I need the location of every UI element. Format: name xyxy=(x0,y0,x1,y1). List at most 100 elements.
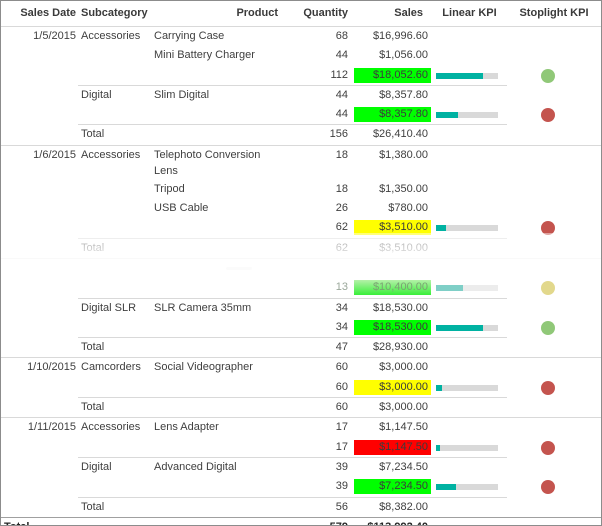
subcategory-cell xyxy=(78,180,151,199)
faded-artifact xyxy=(226,266,252,270)
subcategory-cell: Accessories xyxy=(81,30,141,42)
sales-cell: $1,056.00 xyxy=(379,49,428,62)
sales-cell: $113,992.40 xyxy=(351,516,432,525)
linear-kpi-cell xyxy=(432,318,507,338)
stoplight-red-icon xyxy=(541,440,555,455)
subcategory-cell xyxy=(78,477,151,497)
subcategory-cell: Total xyxy=(78,237,151,259)
product-cell: Advanced Digital xyxy=(151,456,286,478)
total-row: Total 62 $3,510.00 xyxy=(1,237,601,259)
sales-cell: $10,400.00 xyxy=(351,278,432,298)
quantity-cell: 39 xyxy=(286,456,351,478)
linear-kpi-cell xyxy=(432,516,507,525)
sales-date-cell xyxy=(1,199,78,218)
subcategory-cell: Accessories xyxy=(78,417,151,438)
table-row: Digital SLR SLR Camera 35mm 34 $18,530.00 xyxy=(1,297,601,318)
sales-cell: $7,234.50 xyxy=(351,456,432,478)
subcategory-cell xyxy=(78,199,151,218)
quantity-cell: 156 xyxy=(286,124,351,146)
sales-kpi-highlight: $18,052.60 xyxy=(354,67,431,83)
total-row: Total 47 $28,930.00 xyxy=(1,337,601,358)
linear-kpi-cell xyxy=(432,257,507,279)
sales-date-cell: 1/11/2015 xyxy=(1,417,78,438)
quantity-cell: 26 xyxy=(335,202,348,215)
product-cell: Lens Adapter xyxy=(151,417,286,438)
product-cell: Telephoto Conversion Lens xyxy=(151,144,286,180)
linear-kpi-cell xyxy=(432,105,507,125)
total-row: Total 56 $8,382.00 xyxy=(1,496,601,518)
product-cell xyxy=(151,337,286,358)
subcategory-cell: Total xyxy=(78,337,151,358)
linear-kpi-cell xyxy=(432,496,507,518)
sales-date-cell xyxy=(1,438,78,458)
sales-date-cell xyxy=(1,457,78,477)
table-row: 1/5/2015 Accessories Carrying Case 68 $16,99… xyxy=(1,27,601,47)
linear-kpi-cell xyxy=(432,46,507,65)
quantity-cell: 579 xyxy=(286,516,351,525)
sales-date-cell xyxy=(1,398,78,418)
product-cell: SLR Camera 35mm xyxy=(151,297,286,318)
sales-cell: $3,000.00 xyxy=(351,357,432,378)
linear-kpi-bar xyxy=(436,225,498,232)
linear-kpi-fill xyxy=(436,112,458,119)
linear-kpi-cell xyxy=(432,438,507,458)
sales-date-cell: Total xyxy=(1,516,78,525)
table-row: Mini Battery Charger 44 $1,056.00 xyxy=(1,46,601,65)
linear-kpi-bar xyxy=(436,324,498,331)
product-cell xyxy=(151,66,286,86)
linear-kpi-cell xyxy=(432,297,507,318)
sales-date-cell xyxy=(1,180,78,199)
stoplight-kpi-cell xyxy=(507,417,601,438)
sales-cell: $8,357.80 xyxy=(351,105,432,125)
product-cell xyxy=(151,257,286,279)
stoplight-kpi-cell xyxy=(507,497,601,517)
subtotal-row: 62 $3,510.00 xyxy=(1,218,601,238)
header-row: Sales Date Subcategory Product Quantity … xyxy=(1,1,601,27)
table-row: 1/10/2015 Camcorders Social Videographer 60… xyxy=(1,357,601,378)
quantity-cell: 62 xyxy=(335,221,348,234)
stoplight-yellow-icon xyxy=(541,281,555,296)
stoplight-kpi-cell xyxy=(507,357,601,378)
table-row: Digital Slim Digital 44 $8,357.80 xyxy=(1,84,601,106)
subcategory-cell: Camcorders xyxy=(78,357,151,378)
sales-date-cell xyxy=(1,257,78,279)
header-product: Product xyxy=(151,1,286,27)
header-linear-kpi: Linear KPI xyxy=(432,1,507,27)
product-cell xyxy=(151,278,286,298)
sales-kpi-highlight: $8,357.80 xyxy=(354,107,431,123)
header-sales-date: Sales Date xyxy=(1,1,78,27)
sales-kpi-highlight: $7,234.50 xyxy=(354,479,431,495)
linear-kpi-cell xyxy=(432,397,507,418)
sales-date-cell xyxy=(1,298,78,318)
stoplight-kpi-cell xyxy=(507,144,601,180)
sales-date-cell xyxy=(1,85,78,105)
stoplight-red-icon xyxy=(541,480,555,495)
sales-cell: $8,357.80 xyxy=(351,84,432,106)
sales-date-cell xyxy=(1,238,78,258)
sales-date-cell xyxy=(1,477,78,497)
product-cell xyxy=(151,397,286,418)
sales-date-cell xyxy=(1,497,78,517)
quantity-cell: 68 xyxy=(335,30,348,42)
subcategory-cell xyxy=(78,438,151,458)
linear-kpi-fill xyxy=(436,225,446,232)
sales-date-cell xyxy=(1,378,78,398)
quantity-cell: 44 xyxy=(335,49,348,62)
subcategory-cell xyxy=(78,516,151,525)
subcategory-cell: Total xyxy=(78,397,151,418)
sales-cell: $18,052.60 xyxy=(351,66,432,86)
linear-kpi-bar xyxy=(436,285,498,292)
linear-kpi-cell xyxy=(432,477,507,497)
sales-cell xyxy=(351,257,432,279)
quantity-cell: 44 xyxy=(335,108,348,121)
subcategory-cell xyxy=(78,318,151,338)
quantity-cell: 62 xyxy=(286,237,351,259)
subtotal-row: 112 $18,052.60 xyxy=(1,66,601,86)
header-quantity: Quantity xyxy=(286,1,351,27)
sales-kpi-highlight: $3,000.00 xyxy=(354,379,431,395)
subcategory-cell xyxy=(78,278,151,298)
sales-cell: $3,510.00 xyxy=(351,218,432,238)
sales-date-cell xyxy=(1,278,78,298)
